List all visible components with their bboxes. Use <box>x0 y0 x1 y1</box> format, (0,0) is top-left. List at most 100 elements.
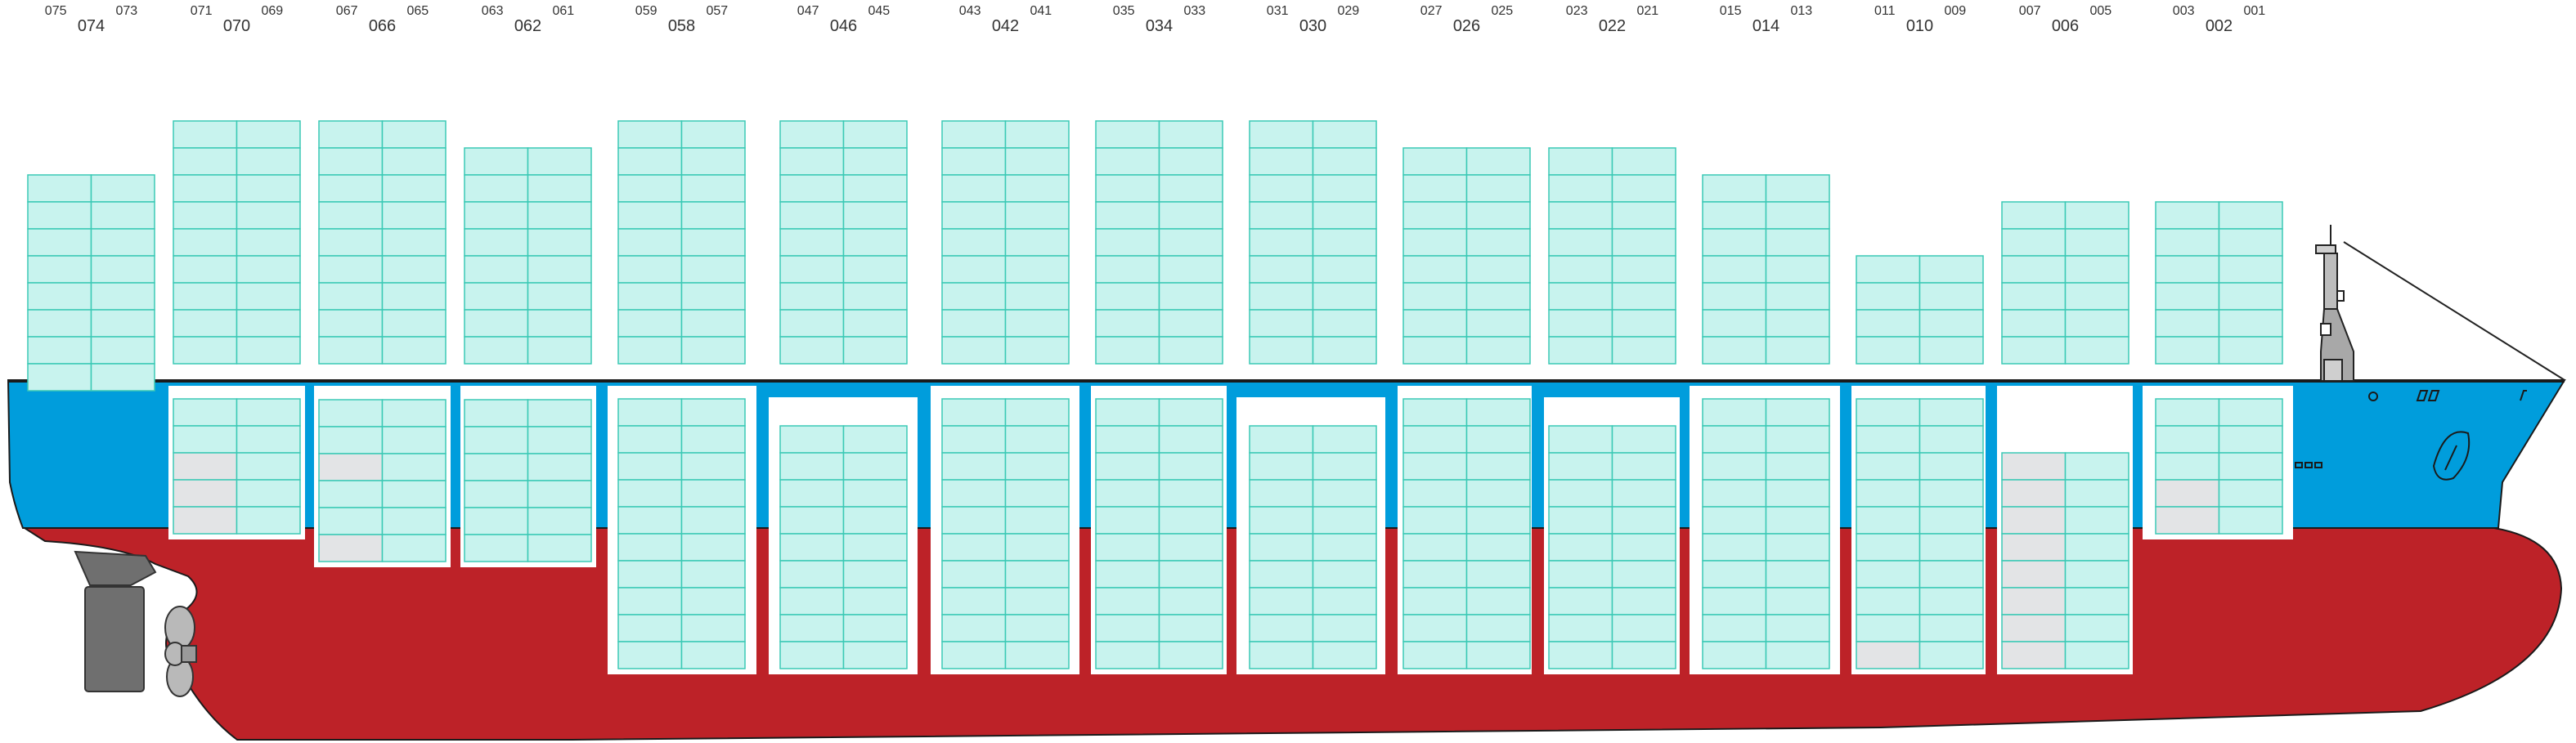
above-deck-container[interactable] <box>236 120 301 149</box>
above-deck-container[interactable] <box>381 120 447 149</box>
above-deck-container[interactable] <box>1004 174 1070 203</box>
hold-container[interactable] <box>318 399 384 427</box>
above-deck-container[interactable] <box>1095 120 1160 149</box>
above-deck-container[interactable] <box>527 255 592 284</box>
above-deck-container[interactable] <box>941 201 1007 230</box>
above-deck-container[interactable] <box>842 201 908 230</box>
hold-container[interactable] <box>1004 587 1070 615</box>
above-deck-container[interactable] <box>1004 120 1070 149</box>
above-deck-container[interactable] <box>2001 309 2067 338</box>
hold-container[interactable] <box>680 560 746 589</box>
above-deck-container[interactable] <box>318 336 384 365</box>
hold-container[interactable] <box>527 480 592 508</box>
hold-container[interactable] <box>1702 641 1767 669</box>
hold-container[interactable] <box>464 480 529 508</box>
above-deck-container[interactable] <box>1402 174 1468 203</box>
hold-container[interactable] <box>1548 425 1613 454</box>
hold-container[interactable] <box>1856 425 1921 454</box>
above-deck-container[interactable] <box>173 201 238 230</box>
hold-container[interactable] <box>1611 452 1676 481</box>
hold-container[interactable] <box>2064 614 2129 642</box>
above-deck-container[interactable] <box>1095 174 1160 203</box>
hold-container[interactable] <box>1765 425 1830 454</box>
hold-container[interactable] <box>1402 398 1468 427</box>
hold-container[interactable] <box>1465 560 1531 589</box>
above-deck-container[interactable] <box>680 120 746 149</box>
hold-container[interactable] <box>381 507 447 535</box>
above-deck-container[interactable] <box>2064 255 2129 284</box>
above-deck-container[interactable] <box>27 282 92 311</box>
above-deck-container[interactable] <box>680 255 746 284</box>
hold-container[interactable] <box>2155 452 2220 481</box>
hold-container[interactable] <box>680 398 746 427</box>
above-deck-container[interactable] <box>2218 255 2283 284</box>
hold-container[interactable] <box>1919 425 1984 454</box>
hold-container[interactable] <box>2064 506 2129 535</box>
above-deck-container[interactable] <box>1249 282 1314 311</box>
hold-container[interactable] <box>1402 506 1468 535</box>
hold-container[interactable] <box>173 425 238 454</box>
above-deck-container[interactable] <box>1548 147 1613 176</box>
hold-container[interactable] <box>680 506 746 535</box>
hold-container[interactable] <box>680 479 746 508</box>
hold-container[interactable] <box>842 560 908 589</box>
above-deck-container[interactable] <box>779 147 845 176</box>
hold-container[interactable] <box>1402 641 1468 669</box>
hold-container[interactable] <box>1004 506 1070 535</box>
above-deck-container[interactable] <box>1765 201 1830 230</box>
hold-container[interactable] <box>1095 506 1160 535</box>
above-deck-container[interactable] <box>2218 228 2283 257</box>
hold-container[interactable] <box>617 614 683 642</box>
above-deck-container[interactable] <box>527 282 592 311</box>
above-deck-container[interactable] <box>2155 336 2220 365</box>
hold-container[interactable] <box>2064 533 2129 562</box>
above-deck-container[interactable] <box>842 120 908 149</box>
above-deck-container[interactable] <box>527 309 592 338</box>
hold-container[interactable] <box>1465 452 1531 481</box>
hold-container[interactable] <box>1611 614 1676 642</box>
hold-container[interactable] <box>381 480 447 508</box>
above-deck-container[interactable] <box>1158 147 1223 176</box>
hold-container[interactable] <box>617 452 683 481</box>
above-deck-container[interactable] <box>90 282 155 311</box>
above-deck-container[interactable] <box>1249 228 1314 257</box>
hold-container[interactable] <box>941 641 1007 669</box>
above-deck-container[interactable] <box>173 120 238 149</box>
above-deck-container[interactable] <box>1919 282 1984 311</box>
hold-container[interactable] <box>2064 479 2129 508</box>
above-deck-container[interactable] <box>1856 282 1921 311</box>
hold-container[interactable] <box>1856 587 1921 615</box>
hold-container[interactable] <box>941 425 1007 454</box>
above-deck-container[interactable] <box>680 147 746 176</box>
above-deck-container[interactable] <box>617 228 683 257</box>
hold-container[interactable] <box>1919 587 1984 615</box>
above-deck-container[interactable] <box>1465 228 1531 257</box>
hold-container[interactable] <box>1765 560 1830 589</box>
hold-container[interactable] <box>1312 533 1377 562</box>
hold-empty-slot[interactable] <box>2001 614 2067 642</box>
above-deck-container[interactable] <box>1004 255 1070 284</box>
hold-container[interactable] <box>842 641 908 669</box>
above-deck-container[interactable] <box>1702 201 1767 230</box>
hold-container[interactable] <box>2218 479 2283 508</box>
hold-container[interactable] <box>1004 560 1070 589</box>
above-deck-container[interactable] <box>941 336 1007 365</box>
hold-container[interactable] <box>1702 587 1767 615</box>
above-deck-container[interactable] <box>1765 309 1830 338</box>
above-deck-container[interactable] <box>617 174 683 203</box>
hold-container[interactable] <box>1158 425 1223 454</box>
above-deck-container[interactable] <box>2218 282 2283 311</box>
hold-container[interactable] <box>617 587 683 615</box>
above-deck-container[interactable] <box>381 201 447 230</box>
hold-container[interactable] <box>1095 587 1160 615</box>
hold-container[interactable] <box>941 614 1007 642</box>
above-deck-container[interactable] <box>1765 336 1830 365</box>
above-deck-container[interactable] <box>27 309 92 338</box>
above-deck-container[interactable] <box>1465 336 1531 365</box>
above-deck-container[interactable] <box>1611 201 1676 230</box>
hold-container[interactable] <box>1004 479 1070 508</box>
hold-container[interactable] <box>842 587 908 615</box>
hold-container[interactable] <box>1702 560 1767 589</box>
above-deck-container[interactable] <box>1765 282 1830 311</box>
above-deck-container[interactable] <box>1158 201 1223 230</box>
